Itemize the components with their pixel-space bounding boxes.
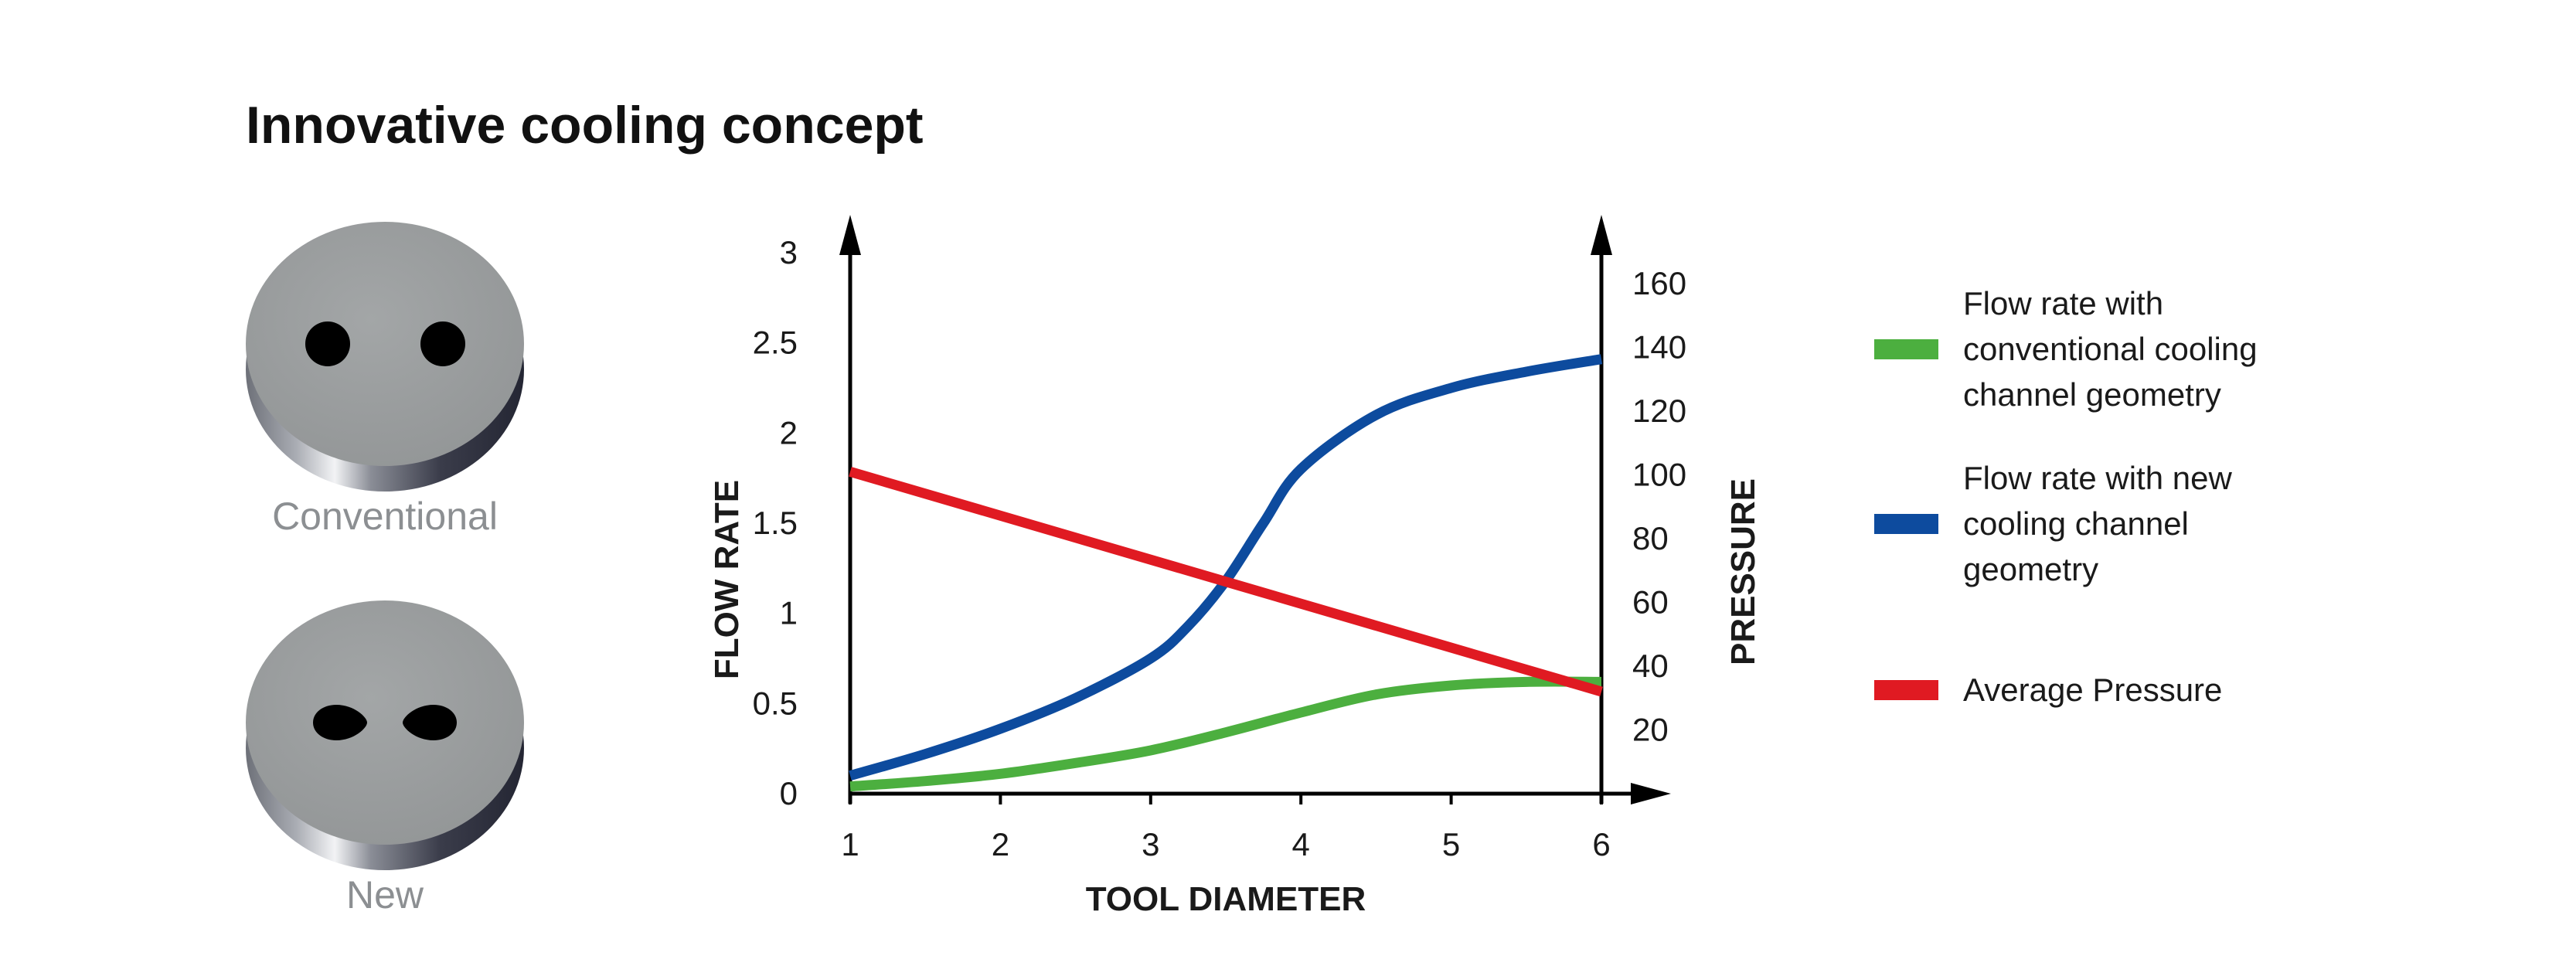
conventional-disc-face [246, 222, 524, 466]
legend-label-line: Average Pressure [1963, 672, 2222, 708]
y2-tick-label: 20 [1632, 712, 1669, 748]
y2-tick-label: 160 [1632, 265, 1686, 301]
chart: 1 2 3 4 5 600.511.522.5320406080100120140160 … [708, 215, 1762, 918]
legend-label-line: conventional cooling [1963, 331, 2258, 367]
legend-swatch-conventional-flow-rate [1874, 339, 1938, 359]
new-disc-illustration: New [246, 600, 524, 917]
y2-tick-label: 120 [1632, 393, 1686, 429]
legend-label-line: channel geometry [1963, 376, 2221, 413]
y-tick-label: 3 [780, 234, 798, 270]
legend-item-conventional-flow-rate: Flow rate with conventional cooling channe… [1874, 285, 2258, 413]
chart-legend: Flow rate with conventional cooling channe… [1874, 285, 2258, 708]
new-hole-left [313, 705, 367, 740]
chart-series [849, 354, 1603, 792]
y2-axis-arrow [1591, 215, 1612, 255]
legend-label-line: Flow rate with new [1963, 460, 2232, 496]
x-tick-label: 2 [992, 826, 1009, 862]
legend-label-line: Flow rate with [1963, 285, 2163, 321]
conventional-disc-illustration: Conventional [246, 222, 524, 538]
x-tick-label: 4 [1292, 826, 1310, 862]
legend-item-average-pressure: Average Pressure [1874, 672, 2222, 708]
x-tick-label: 1 [841, 826, 859, 862]
conventional-hole-right [420, 321, 465, 366]
new-hole-right [403, 705, 457, 740]
y2-axis-label: PRESSURE [1724, 478, 1762, 665]
x-tick-label: 3 [1142, 826, 1159, 862]
y-tick-label: 1.5 [753, 505, 798, 541]
x-tick-label: 6 [1592, 826, 1610, 862]
y-axis-label: FLOW RATE [708, 480, 746, 679]
y2-tick-label: 60 [1632, 584, 1669, 621]
series-line-conventional-flow-rate [849, 676, 1602, 792]
x-axis-label: TOOL DIAMETER [1086, 880, 1366, 918]
series-line-new-flow-rate [849, 354, 1603, 781]
page-title: Innovative cooling concept [246, 96, 924, 155]
chart-axes [839, 215, 1671, 804]
legend-swatch-new-flow-rate [1874, 514, 1938, 534]
y2-tick-label: 80 [1632, 520, 1669, 556]
y-tick-label: 1 [780, 595, 798, 631]
conventional-hole-left [305, 321, 350, 366]
y-axis-arrow [839, 215, 861, 255]
conventional-caption: Conventional [272, 495, 498, 538]
y2-tick-label: 40 [1632, 648, 1669, 684]
y2-tick-label: 140 [1632, 329, 1686, 366]
y-tick-label: 2.5 [753, 325, 798, 361]
y-tick-label: 0 [780, 775, 798, 811]
x-tick-label: 5 [1442, 826, 1460, 862]
y2-tick-label: 100 [1632, 457, 1686, 493]
new-caption: New [346, 873, 424, 917]
legend-swatch-average-pressure [1874, 680, 1938, 700]
legend-label-line: geometry [1963, 551, 2098, 587]
y-tick-label: 2 [780, 414, 798, 451]
legend-item-new-flow-rate: Flow rate with new cooling channel geometr… [1874, 460, 2232, 587]
x-axis-arrow [1631, 783, 1671, 804]
new-disc-face [246, 600, 524, 845]
legend-label-line: cooling channel [1963, 505, 2189, 542]
series-line-average-pressure [849, 467, 1603, 697]
y-tick-label: 0.5 [753, 685, 798, 721]
